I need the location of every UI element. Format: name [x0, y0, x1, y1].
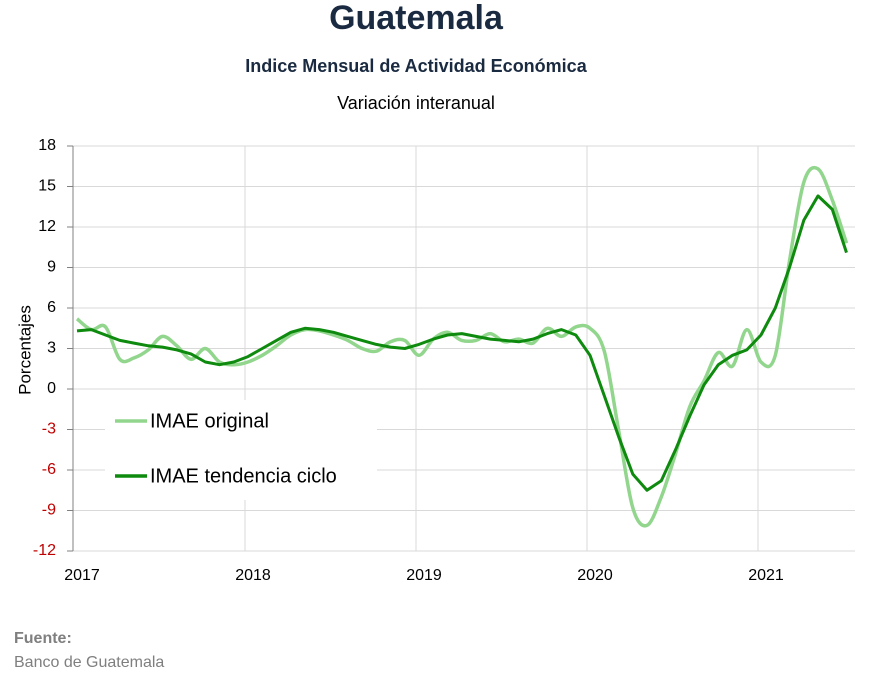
y-tick-label: -6 [42, 461, 56, 478]
line-series [75, 165, 849, 528]
x-tick-label: 2019 [406, 567, 442, 584]
y-tick-label: 12 [38, 218, 56, 235]
x-tick-label: 2020 [577, 567, 613, 584]
x-tick-label: 2017 [64, 567, 100, 584]
y-tick-label: -9 [42, 502, 56, 519]
source-label: Fuente: [14, 630, 72, 647]
y-tick-label: -12 [33, 542, 56, 559]
chart-subtitle-2: Variación interanual [337, 93, 495, 113]
y-tick-label: 0 [47, 380, 56, 397]
y-tick-label: 15 [38, 178, 56, 195]
chart-title: Guatemala [329, 0, 504, 37]
chart-subtitle: Indice Mensual de Actividad Económica [245, 56, 587, 76]
legend-label: IMAE original [150, 410, 269, 432]
y-tick-label: 6 [47, 299, 56, 316]
source: Banco de Guatemala [14, 654, 164, 671]
y-tick-label: -3 [42, 421, 56, 438]
x-tick-label: 2021 [748, 567, 784, 584]
legend-label: IMAE tendencia ciclo [150, 465, 337, 487]
y-tick-label: 3 [47, 340, 56, 357]
y-axis-label: Porcentajes [15, 305, 34, 395]
y-tick-label: 9 [47, 259, 56, 276]
line-series [76, 194, 848, 492]
legend-box [105, 400, 377, 500]
x-tick-label: 2018 [235, 567, 271, 584]
y-tick-label: 18 [38, 137, 56, 154]
